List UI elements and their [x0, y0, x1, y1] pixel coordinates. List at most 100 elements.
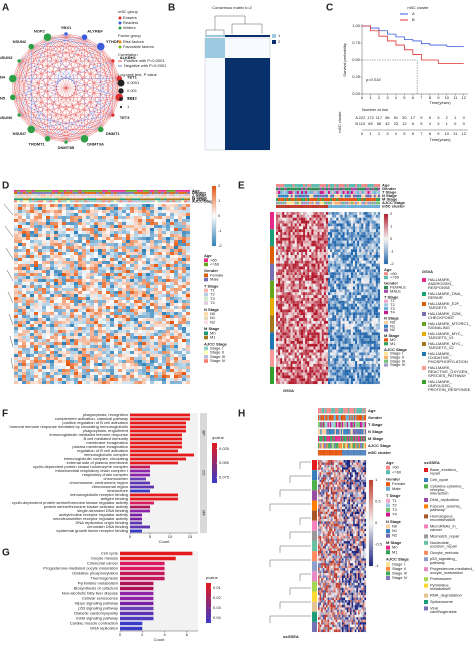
- heatmap-cell: [321, 214, 324, 218]
- heatmap-cell: [86, 234, 91, 238]
- annotation-cell: [134, 200, 138, 203]
- heatmap-cell: [359, 229, 362, 233]
- heatmap-cell: [18, 261, 23, 265]
- heatmap-cell: [336, 257, 339, 261]
- heatmap-cell: [62, 276, 67, 280]
- annotation-cell: [19, 200, 23, 203]
- annotation-cell: [93, 198, 97, 201]
- risk-value: 172: [367, 115, 374, 120]
- annotation-cell: [350, 191, 354, 194]
- heatmap-cell: [46, 336, 51, 340]
- heatmap-cell: [186, 363, 191, 367]
- annotation-cell: [137, 198, 141, 201]
- annotation-cell: [110, 196, 114, 199]
- annotation-cell: [298, 191, 302, 194]
- annotation-cell: [93, 196, 97, 199]
- heatmap-cell: [174, 342, 179, 346]
- heatmap-cell: [66, 348, 71, 352]
- heatmap-cell: [371, 255, 374, 258]
- heatmap-cell: [150, 276, 155, 280]
- heatmap-cell: [34, 204, 39, 208]
- heatmap-cell: [130, 363, 135, 367]
- heatmap-cell: [328, 234, 331, 238]
- heatmap-cell: [330, 217, 333, 221]
- heatmap-cell: [363, 269, 366, 273]
- annotation-cell: [369, 201, 372, 205]
- network-edge: [19, 114, 101, 130]
- heatmap-cell: [38, 330, 43, 334]
- heatmap-cell: [134, 363, 139, 367]
- heatmap-cell: [70, 276, 75, 280]
- heatmap-cell: [300, 280, 304, 284]
- heatmap-cell: [296, 214, 299, 218]
- annotation-cell: [330, 191, 333, 194]
- heatmap-cell: [126, 315, 131, 319]
- heatmap-cell: [186, 291, 191, 295]
- heatmap-cell: [86, 309, 91, 313]
- heatmap-cell: [122, 246, 127, 250]
- heatmap-cell: [134, 210, 139, 214]
- heatmap-cell: [118, 243, 123, 247]
- heatmap-cell: [70, 342, 75, 346]
- heatmap-cell: [162, 243, 167, 247]
- heatmap-cell: [317, 263, 320, 267]
- heatmap-cell: [162, 324, 167, 328]
- heatmap-cell: [357, 266, 360, 270]
- heatmap-cell: [146, 219, 151, 223]
- heatmap-cell: [22, 381, 27, 385]
- annotation: p=0.034: [365, 77, 381, 82]
- heatmap-cell: [58, 246, 63, 250]
- annotation-cell: [128, 194, 132, 196]
- annotation-cell: [338, 198, 341, 201]
- heatmap-cell: [106, 255, 111, 259]
- heatmap-cell: [54, 351, 59, 355]
- heatmap-cell: [142, 204, 147, 208]
- annotation-cell: [22, 196, 26, 199]
- heatmap-cell: [82, 222, 87, 226]
- heatmap-cell: [78, 240, 83, 244]
- heatmap-cell: [30, 219, 35, 223]
- annotation-cell: [43, 190, 47, 192]
- heatmap-cell: [355, 212, 358, 215]
- heatmap-cell: [126, 267, 131, 271]
- heatmap-cell: [357, 240, 360, 244]
- heatmap-cell: [296, 255, 299, 258]
- heatmap-cell: [154, 267, 159, 271]
- legend-title: Age: [204, 253, 212, 258]
- risk-row-label: A: [355, 115, 358, 120]
- heatmap-cell: [178, 234, 183, 238]
- heatmap-cell: [276, 240, 279, 244]
- heatmap-cell: [74, 348, 79, 352]
- heatmap-cell: [166, 303, 171, 307]
- annotation-cell: [338, 184, 341, 187]
- heatmap-cell: [98, 234, 103, 238]
- annotation-cell: [81, 196, 85, 199]
- heatmap-cell: [66, 357, 71, 361]
- heatmap-cell: [170, 279, 175, 283]
- heatmap-cell: [178, 345, 183, 349]
- heatmap-cell: [375, 220, 378, 224]
- heatmap-cell: [309, 252, 312, 256]
- annotation-cell: [22, 192, 26, 194]
- heatmap-cell: [66, 216, 71, 220]
- heatmap-cell: [90, 375, 95, 379]
- heatmap-cell: [166, 210, 171, 214]
- heatmap-cell: [130, 276, 135, 280]
- heatmap-cell: [150, 231, 155, 235]
- heatmap-cell: [110, 333, 115, 337]
- heatmap-cell: [323, 234, 326, 238]
- heatmap-cell: [134, 330, 139, 334]
- heatmap-cell: [74, 357, 79, 361]
- annotation-cell: [288, 198, 291, 201]
- annotation-cell: [309, 194, 312, 198]
- heatmap-cell: [296, 269, 299, 273]
- heatmap-cell: [166, 312, 171, 316]
- heatmap-cell: [90, 378, 95, 382]
- heatmap-cell: [122, 234, 127, 238]
- heatmap-cell: [22, 300, 27, 304]
- heatmap-cell: [94, 240, 99, 244]
- heatmap-cell: [373, 234, 376, 238]
- heatmap-cell: [317, 240, 320, 244]
- heatmap-cell: [369, 212, 372, 215]
- heatmap-cell: [182, 300, 187, 304]
